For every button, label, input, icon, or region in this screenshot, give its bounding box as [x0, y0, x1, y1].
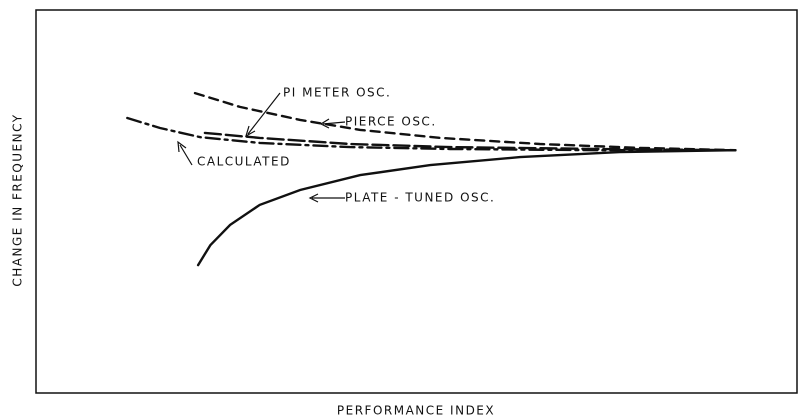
arrow	[177, 140, 193, 166]
curve-label: PIERCE OSC.	[345, 115, 437, 129]
curve	[126, 116, 737, 152]
x-axis-label: PERFORMANCE INDEX	[337, 404, 495, 418]
curve-label: PLATE - TUNED OSC.	[345, 191, 495, 205]
plot-frame	[35, 9, 798, 394]
curve	[193, 91, 737, 152]
curve	[203, 131, 737, 152]
curve	[196, 149, 737, 267]
arrow	[308, 193, 345, 203]
curve-label: CALCULATED	[197, 155, 291, 169]
y-axis-label: CHANGE IN FREQUENCY	[11, 113, 25, 286]
curve-label: PI METER OSC.	[283, 86, 391, 100]
